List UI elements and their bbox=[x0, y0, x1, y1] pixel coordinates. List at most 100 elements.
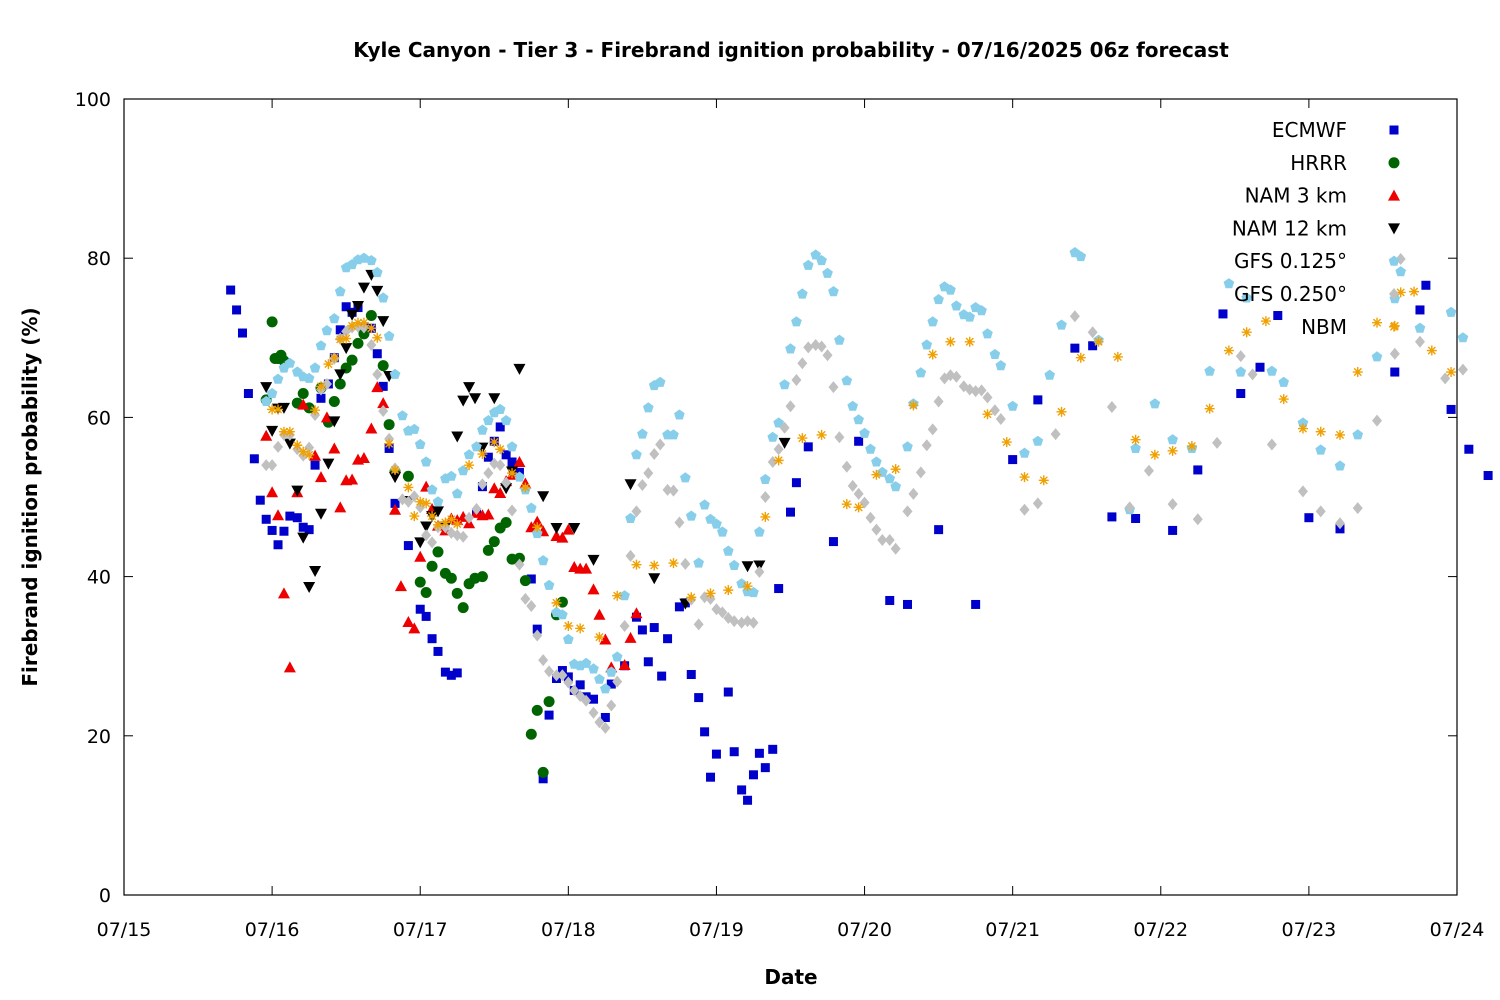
data-point bbox=[538, 774, 548, 784]
data-point bbox=[463, 382, 476, 394]
data-point bbox=[464, 511, 475, 524]
data-point bbox=[358, 328, 370, 340]
data-point bbox=[1278, 394, 1289, 405]
data-point bbox=[507, 468, 518, 479]
data-point bbox=[1168, 525, 1178, 535]
data-point bbox=[365, 310, 377, 322]
data-point bbox=[226, 285, 236, 295]
data-point bbox=[1395, 287, 1406, 298]
data-point bbox=[903, 599, 913, 609]
y-tick-label: 0 bbox=[99, 885, 111, 907]
data-point bbox=[346, 309, 359, 321]
x-tick-label: 07/20 bbox=[837, 919, 892, 941]
data-point bbox=[853, 414, 864, 425]
data-point bbox=[834, 431, 845, 444]
data-point bbox=[1236, 389, 1246, 399]
data-point bbox=[705, 588, 716, 599]
data-point bbox=[828, 537, 838, 547]
data-point bbox=[587, 583, 600, 595]
series-gfs-0-250 bbox=[261, 252, 1468, 734]
data-point bbox=[328, 416, 341, 428]
data-point bbox=[384, 438, 395, 449]
data-point bbox=[927, 423, 938, 436]
data-point bbox=[513, 552, 525, 564]
x-tick-label: 07/23 bbox=[1282, 919, 1337, 941]
data-point bbox=[414, 576, 426, 588]
data-point bbox=[284, 426, 295, 437]
data-point bbox=[303, 372, 315, 383]
data-point bbox=[816, 340, 827, 353]
data-point bbox=[599, 633, 612, 645]
data-point bbox=[884, 533, 895, 546]
data-point bbox=[779, 421, 790, 434]
data-point bbox=[266, 486, 279, 498]
data-point bbox=[729, 747, 739, 757]
data-point bbox=[421, 611, 431, 621]
data-point bbox=[810, 249, 821, 260]
data-point bbox=[543, 579, 555, 590]
data-point bbox=[514, 471, 525, 482]
data-point bbox=[588, 663, 599, 674]
data-point bbox=[266, 387, 278, 399]
data-point bbox=[951, 300, 962, 311]
data-point bbox=[630, 607, 643, 619]
data-point bbox=[371, 381, 384, 393]
data-point bbox=[328, 442, 341, 454]
data-point bbox=[976, 305, 987, 316]
data-point bbox=[278, 426, 289, 437]
data-point bbox=[421, 529, 432, 542]
data-point bbox=[717, 606, 728, 619]
data-point bbox=[1409, 286, 1420, 297]
x-tick-label: 07/15 bbox=[97, 919, 152, 941]
data-point bbox=[1315, 444, 1327, 455]
data-point bbox=[1218, 309, 1228, 319]
data-point bbox=[686, 670, 696, 680]
data-point bbox=[520, 592, 531, 605]
legend-marker-nam-3-km bbox=[1388, 189, 1400, 201]
data-point bbox=[243, 389, 253, 399]
data-point bbox=[1167, 498, 1178, 511]
data-point bbox=[1260, 316, 1271, 327]
series-layer bbox=[226, 247, 1493, 805]
data-point bbox=[1372, 414, 1383, 427]
data-point bbox=[1247, 368, 1258, 381]
x-tick-label: 07/24 bbox=[1430, 919, 1485, 941]
data-point bbox=[513, 363, 526, 375]
legend-label-hrrr: HRRR bbox=[1290, 151, 1347, 175]
data-point bbox=[446, 470, 457, 481]
data-point bbox=[908, 487, 919, 500]
data-point bbox=[1167, 434, 1178, 445]
data-point bbox=[314, 508, 327, 520]
data-point bbox=[420, 456, 432, 467]
x-tick-label: 07/18 bbox=[541, 919, 596, 941]
data-point bbox=[859, 427, 870, 438]
data-point bbox=[1124, 501, 1135, 514]
data-point bbox=[273, 540, 283, 550]
data-point bbox=[273, 440, 284, 453]
data-point bbox=[310, 405, 321, 416]
data-point bbox=[309, 362, 321, 373]
data-point bbox=[668, 484, 679, 497]
data-point bbox=[532, 624, 542, 634]
data-point bbox=[711, 518, 722, 529]
data-point bbox=[298, 446, 309, 457]
legend-marker-hrrr bbox=[1388, 157, 1400, 169]
data-point bbox=[526, 502, 537, 513]
data-point bbox=[594, 632, 605, 643]
data-point bbox=[1457, 363, 1468, 376]
data-point bbox=[723, 545, 734, 556]
data-point bbox=[562, 523, 575, 535]
data-point bbox=[538, 654, 549, 667]
data-point bbox=[232, 305, 242, 315]
data-point bbox=[657, 671, 667, 681]
data-point bbox=[927, 349, 938, 360]
data-point bbox=[446, 670, 456, 680]
data-point bbox=[575, 623, 586, 634]
data-point bbox=[329, 313, 340, 324]
data-point bbox=[637, 625, 647, 635]
data-point bbox=[402, 615, 415, 627]
legend: ECMWF HRRR NAM 3 km NAM 12 km GFS 0.125° GFS … bbox=[1232, 118, 1400, 339]
data-point bbox=[1223, 345, 1234, 356]
data-point bbox=[451, 587, 463, 599]
legend-label-nbm: NBM bbox=[1301, 315, 1347, 339]
